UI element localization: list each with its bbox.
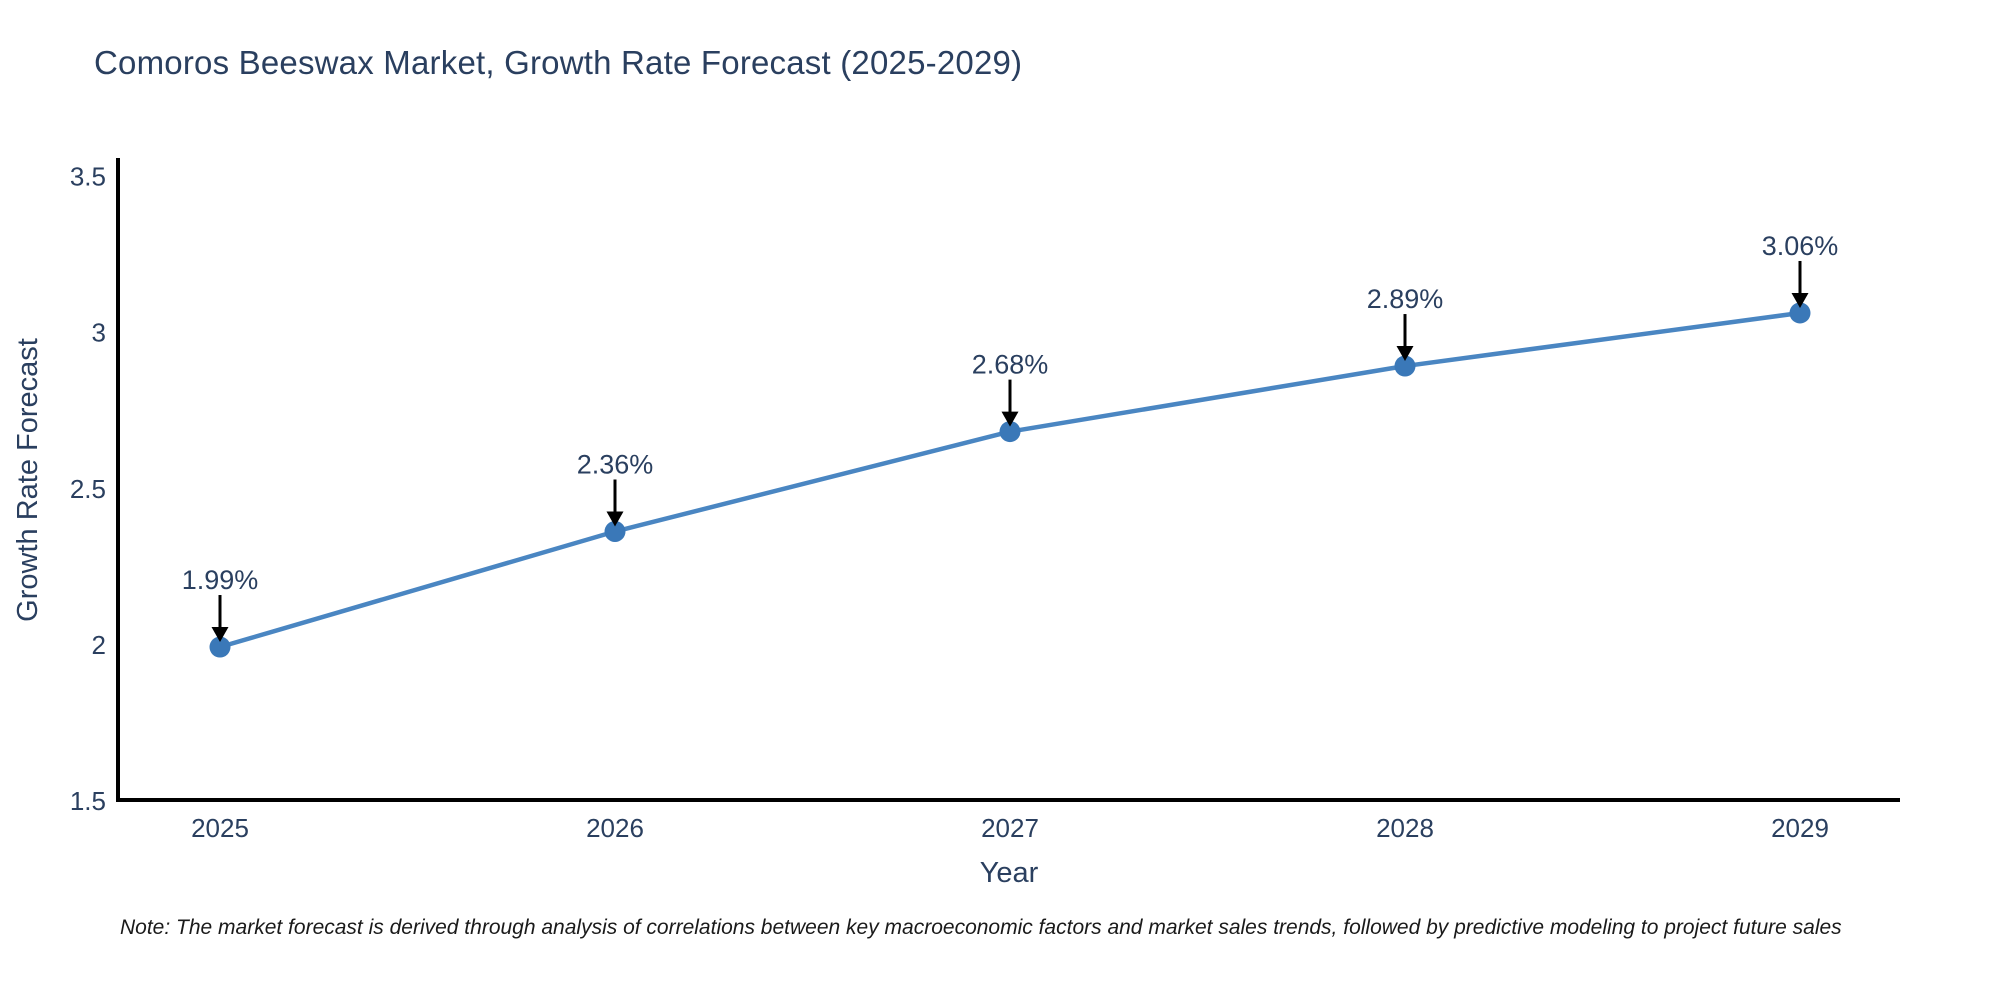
data-point-marker[interactable] (1394, 355, 1416, 377)
annotation-arrowhead (606, 511, 624, 527)
annotation-arrowhead (1396, 346, 1414, 362)
x-tick-label: 2025 (191, 813, 249, 843)
point-annotation-label: 2.89% (1367, 284, 1444, 314)
y-tick-label: 2 (92, 630, 106, 660)
y-tick-label: 3 (92, 318, 106, 348)
annotation-arrowhead (1791, 292, 1809, 308)
x-tick-label: 2028 (1376, 813, 1434, 843)
x-axis-title: Year (980, 857, 1039, 889)
y-tick-label: 2.5 (70, 474, 106, 504)
data-point-marker[interactable] (999, 421, 1021, 443)
chart-title: Comoros Beeswax Market, Growth Rate Fore… (94, 44, 1023, 81)
data-point-marker[interactable] (209, 636, 231, 658)
data-point-marker[interactable] (604, 521, 626, 543)
point-annotation-label: 1.99% (182, 565, 259, 595)
data-point-marker[interactable] (1789, 302, 1811, 324)
annotation-arrowhead (1001, 411, 1019, 427)
x-tick-label: 2027 (981, 813, 1039, 843)
y-tick-label: 1.5 (70, 786, 106, 816)
y-tick-label: 3.5 (70, 162, 106, 192)
point-annotation-label: 2.36% (577, 450, 654, 480)
point-annotation-label: 2.68% (972, 350, 1049, 380)
x-tick-label: 2029 (1771, 813, 1829, 843)
footnote: Note: The market forecast is derived thr… (120, 916, 1842, 939)
y-axis-title: Growth Rate Forecast (12, 338, 44, 622)
x-tick-label: 2026 (586, 813, 644, 843)
point-annotation-label: 3.06% (1762, 231, 1839, 261)
annotation-arrowhead (211, 627, 229, 643)
